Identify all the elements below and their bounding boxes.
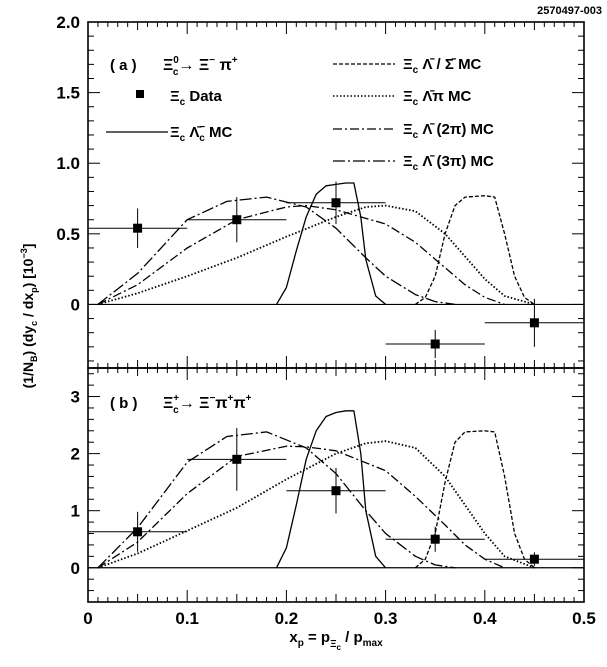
panel-b-data-point — [133, 527, 143, 537]
panel-a-data-point — [430, 339, 440, 349]
panel-a-data-point — [331, 198, 341, 208]
legend: Ξc Data Ξc Λ̄− c MC Ξc Λ̄ / Σ̄ MC Ξc Λ̄π … — [106, 56, 494, 173]
legend-data-marker — [136, 90, 144, 98]
panel-b-decay: Ξ+ c→ Ξ−π+π+ — [163, 393, 252, 416]
panel-a-data-point — [133, 223, 143, 233]
panel-b-curve-dashdot — [97, 445, 505, 569]
panel-b-data-point — [331, 486, 341, 496]
panel-b-xtick-label: 0.4 — [473, 609, 497, 628]
panel-b-curve-solid — [275, 410, 387, 569]
panel-a-ytick-label: 2.0 — [56, 13, 80, 32]
panel-a-curve-dotted — [97, 204, 535, 306]
x-axis-label: xp = pΞc / pmax — [289, 629, 383, 652]
legend-dashdot-label: Ξc Λ̄ (2π) MC — [403, 121, 494, 141]
legend-data-label: Ξc Data — [170, 88, 223, 108]
panel-a-data-point — [232, 215, 242, 225]
data-points — [88, 181, 584, 567]
panel-a-data-point — [529, 318, 539, 328]
y-axis-label: (1/NB) (dyc / dxp) [10−3] — [19, 244, 39, 389]
panel-a-ytick-label: 1.5 — [56, 84, 80, 103]
panel-a-ytick-label: 0.5 — [56, 225, 80, 244]
legend-dotted-label: Ξc Λ̄π MC — [403, 88, 472, 108]
panel-b-curve-dashed — [414, 430, 535, 569]
panel-b-annotations: ( b ) Ξ+ c→ Ξ−π+π+ — [110, 393, 252, 416]
panel-a-ytick-label: 0 — [71, 295, 80, 314]
panel-a-curve-dashdotdot — [97, 196, 456, 306]
panel-b-ytick-label: 1 — [71, 502, 80, 521]
panel-b-curve-dotted — [97, 440, 535, 569]
panel-a-annotations: ( a ) Ξ0 c→ Ξ− π+ — [110, 55, 238, 78]
panel-b-xtick-label: 0.5 — [572, 609, 596, 628]
panel-b-xtick-label: 0.3 — [374, 609, 398, 628]
panel-a-curve-dashdot — [97, 204, 505, 306]
panel-b-xtick-label: 0.2 — [275, 609, 299, 628]
axis-ticks: 0 0.5 1.0 1.5 2.0 0 1 2 3 0 0.1 0.2 0.3 0.4 0.5 — [56, 13, 595, 628]
panel-a-decay: Ξ0 c→ Ξ− π+ — [163, 55, 238, 78]
legend-dashed-label: Ξc Λ̄ / Σ̄ MC — [403, 56, 482, 76]
legend-solid-label: Ξc Λ̄− c MC — [170, 122, 232, 144]
panel-b-data-point — [232, 454, 242, 464]
panel-b-label: ( b ) — [110, 395, 138, 412]
panel-b-data-point — [430, 534, 440, 544]
panel-b-curve-dashdotdot — [97, 431, 456, 569]
panel-b-ytick-label: 0 — [71, 559, 80, 578]
panel-a-ytick-label: 1.0 — [56, 154, 80, 173]
panel-b-ytick-label: 2 — [71, 445, 80, 464]
legend-dashdotdot-label: Ξc Λ̄ (3π) MC — [403, 153, 494, 173]
panel-a-curve-solid — [275, 182, 387, 305]
panel-a-curve-dashed — [415, 195, 535, 305]
panel-b-ytick-label: 3 — [71, 388, 80, 407]
figure-id: 2570497-003 — [537, 5, 602, 17]
panel-b-data-point — [529, 554, 539, 564]
mc-curves — [97, 182, 535, 569]
panel-b-xtick-label: 0.1 — [175, 609, 199, 628]
panel-a-label: ( a ) — [110, 57, 137, 74]
panel-b-xtick-label: 0 — [83, 609, 92, 628]
